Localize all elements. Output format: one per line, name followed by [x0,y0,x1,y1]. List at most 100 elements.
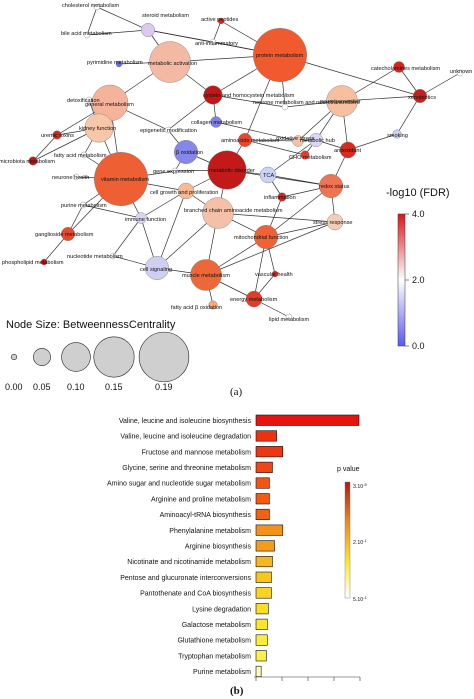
node-label-purine: purine metabolism [61,203,107,209]
node-label-activepep: active peptides [201,17,239,23]
node-inflammation [277,192,287,202]
bar-0 [255,414,360,426]
node-neuronehealth [72,173,80,181]
bar-5 [255,493,270,505]
node-ganglioside [61,227,75,241]
node-vitamin [94,152,148,206]
node-label-vascular: vascular health [255,272,293,278]
node-label-metabdisorder: metabolic disorder [209,168,255,174]
node-label-antiinflam: anti-inflammatory [195,41,238,47]
node-smoking [392,129,402,139]
size-legend-circle-1 [33,348,51,366]
bar-label-10: Pentose and glucuronate interconversions [120,575,251,582]
bar-9 [255,555,273,568]
size-legend-circle-2 [61,342,91,372]
bar-label-11: Pantothenate and CoA biosynthesis [140,591,251,598]
node-cholesterol [93,3,101,11]
node-label-cellgrowth: cell growth and proliferation [150,190,218,196]
bar-label-6: Aminoacyl-tRNA biosynthesis [160,512,252,519]
node-label-antioxidant: antioxidant [334,148,362,154]
edge-antiinflam-activepep [212,20,222,43]
edge-xeno-unknown [419,72,461,97]
node-label-kidney: kidney function [79,126,116,132]
network-nodes [28,3,464,321]
node-cystein [203,85,223,105]
bar-3 [255,461,273,473]
node-label-oxidstress: oxidative stress [276,136,315,142]
bar-16 [255,665,262,678]
pvalue-tick-1: 3.10-5 [353,482,367,490]
node-label-geneexpr: gene expression [153,169,194,175]
node-label-metactiv: metabolic activation [148,61,197,67]
node-label-lipid: lipid metabolism [269,317,309,323]
bar-label-13: Galactose metabolism [182,622,251,629]
bar-label-9: Nicotinate and nicotinamide metabolism [127,559,251,566]
node-microbiota [28,156,38,166]
node-label-fattyacidox: fatty acid β oxidation [171,305,222,311]
edge-immune-nucleotide [112,217,142,257]
node-label-bcaa: branched chain aminoacide metabolism [184,208,283,214]
size-legend-circle-0 [10,353,18,361]
pvalue-legend-title: p value [337,466,360,473]
bar-label-1: Valine, leucine and isoleucine degradati… [120,434,251,441]
node-kidney [84,113,114,143]
node-geneexpr [171,167,179,175]
node-epigenetic [164,126,172,134]
panel-a-label: (a) [230,386,243,398]
node-label-unknown: unknown [450,69,472,75]
node-label-neurone_nt: neurone metabolism and neurotransmitters [253,100,360,106]
node-collagen [210,116,222,128]
node-redox [319,174,343,198]
edge-cellgrowth-cellsignal [156,190,187,269]
node-label-smoking: smoking [387,133,408,139]
node-phospho [40,258,48,266]
bar-label-7: Phenylalanine metabolism [169,528,251,535]
node-label-detox: detoxification [67,98,100,104]
node-unknown [456,69,464,77]
bar-label-14: Glutathione metabolism [177,638,251,645]
bar-label-5: Arginine and proline metabolism [151,496,251,503]
node-metabdisorder [207,150,247,190]
bar-label-4: Amino sugar and nucleotide sugar metabol… [107,481,251,488]
node-label-muscle: muscle metabolism [182,273,230,279]
node-label-cellsignal: cell signaling [140,267,172,273]
node-label-tca: TCA [263,173,274,179]
edge-stress-muscle [205,221,336,276]
colorbar-tick-min: 0.0 [412,341,425,351]
node-label-immune: immune function [125,217,166,223]
node-label-vitamin: vitamin metabolism [101,177,149,183]
node-oxidstress [292,135,304,147]
node-label-xeno: xenobiotics [408,95,436,101]
node-betaox [174,140,198,164]
node-label-uremic: uremic toxins [41,133,74,139]
node-metactiv [149,41,191,83]
node-neurone_nt [281,103,289,111]
node-stress [326,213,344,231]
node-antiinflam [209,38,217,46]
edge-cystein-neurone_nt [212,94,286,108]
node-cellgrowth [177,182,195,200]
node-label-mito: mitochondrial function [234,235,288,241]
size-legend-label-1: 0.05 [33,382,51,392]
node-xeno [413,89,427,103]
node-mito [254,225,278,249]
node-protein [253,28,307,82]
panel-b-label: (b) [230,685,244,697]
node-label-catechol: catecholamines metabolism [371,66,440,72]
node-label-aminoacids: aminoacids metabolism [221,138,280,144]
bar-10 [255,571,272,583]
bar-label-0: Valine, leucine and isoleucine biosynthe… [119,418,252,425]
edge-aminoacids-cho [244,139,306,156]
node-label-epigenetic: epigenetic modification [140,128,197,134]
edge-xeno-smoking [396,95,421,135]
pvalue-tick-2: 2.10-1 [353,538,367,546]
colorbar-tick-mid: 2.0 [412,275,425,285]
edge-cystein-epigenetic [167,94,214,131]
bar-label-2: Fructose and mannose metabolism [142,449,251,456]
edge-cellgrowth-immune [140,190,187,219]
node-aminoacids [238,133,252,147]
edge-oxidstress-aminoacids [244,139,299,142]
node-fattyacid [80,151,88,159]
edge-collagen-oxidstress [215,121,299,142]
node-uremic [52,130,62,140]
